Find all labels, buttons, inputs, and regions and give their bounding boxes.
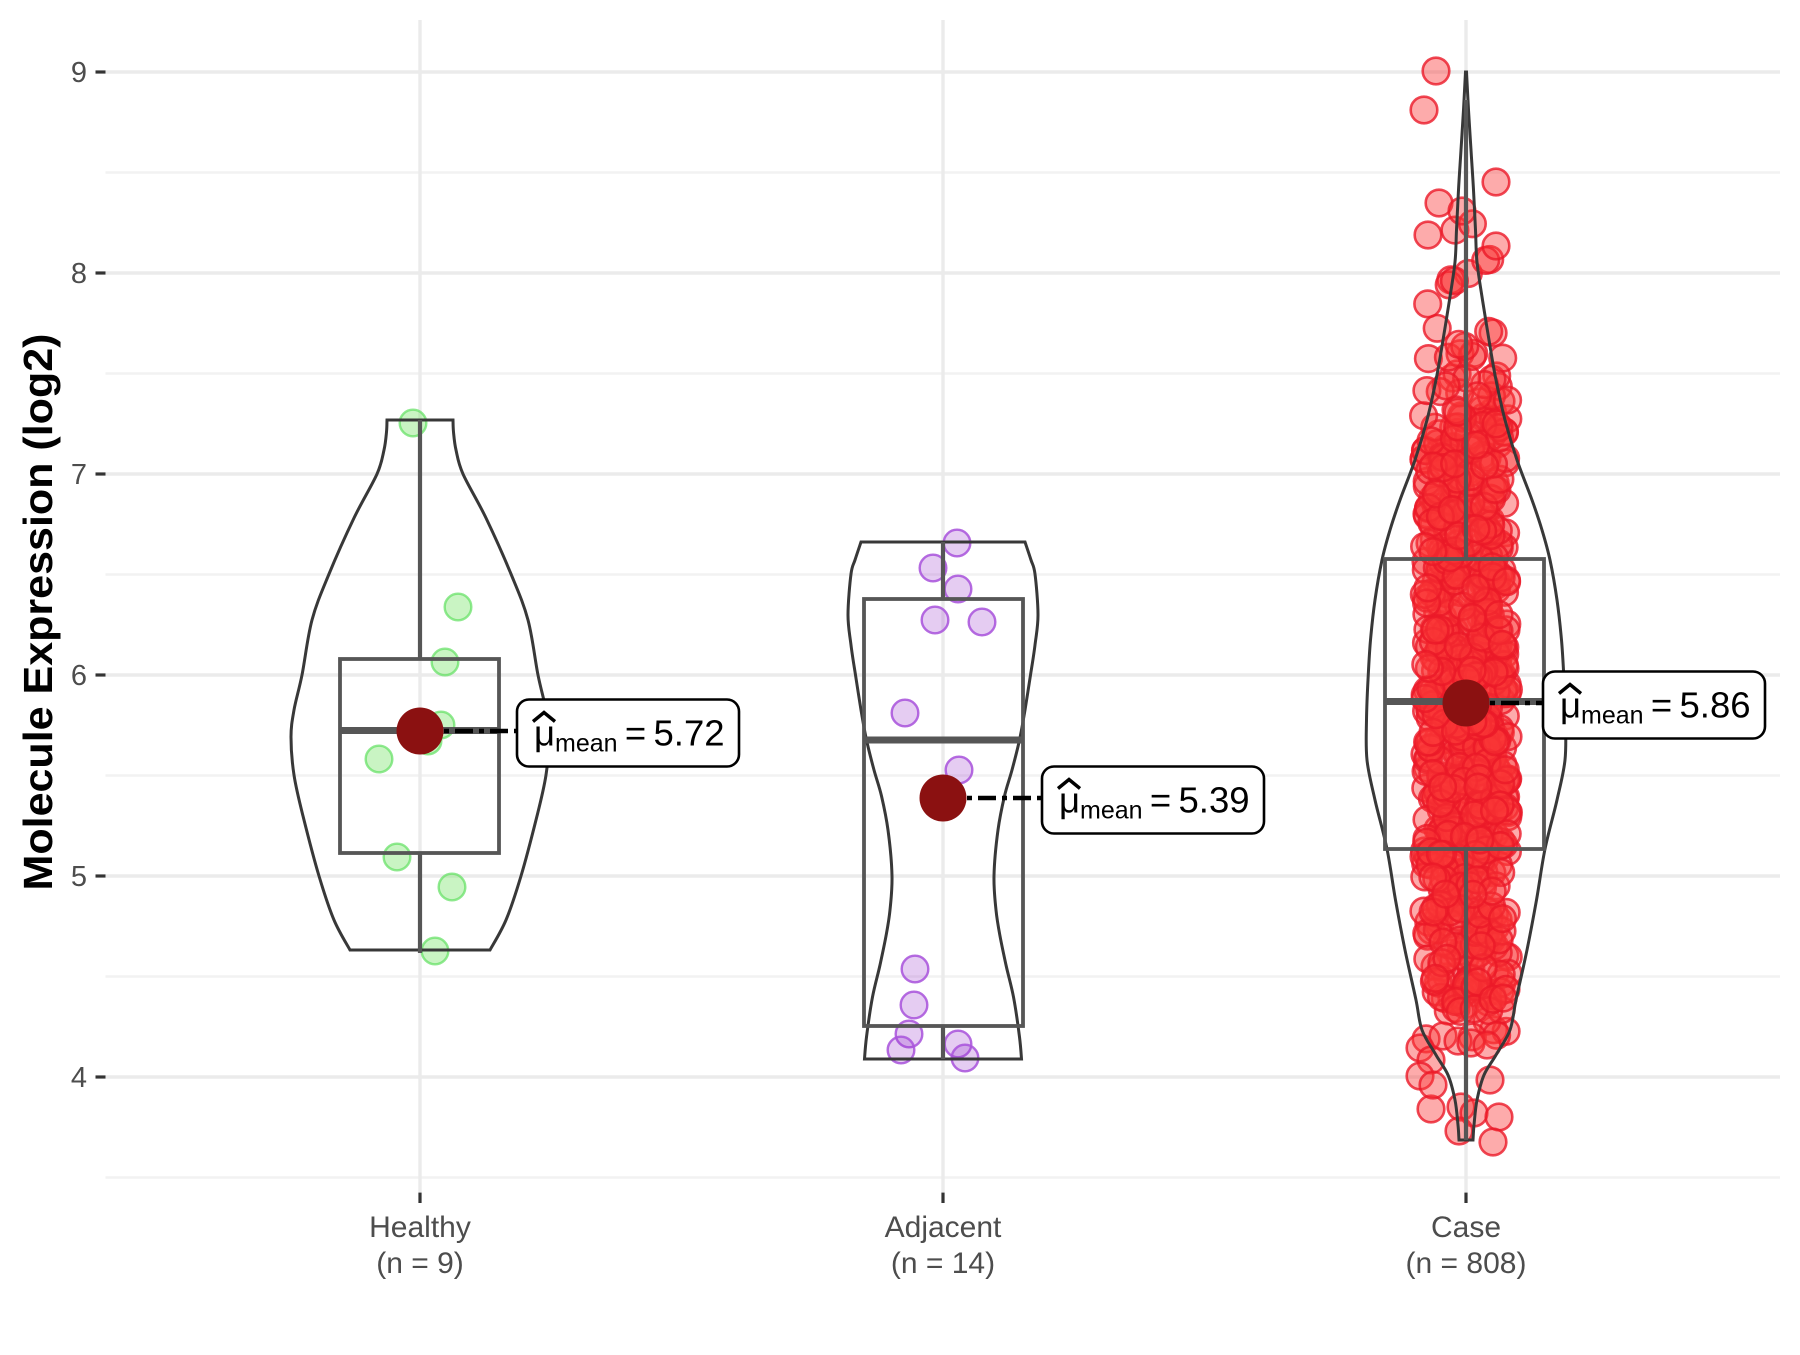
svg-text:(n = 9): (n = 9) (376, 1247, 464, 1280)
svg-text:7: 7 (71, 459, 87, 491)
svg-text:9: 9 (71, 57, 87, 89)
svg-text:Molecule Expression (log2): Molecule Expression (log2) (15, 334, 61, 891)
svg-text:8: 8 (71, 258, 87, 290)
svg-text:(n = 808): (n = 808) (1406, 1247, 1527, 1280)
svg-text:μmean = 5.72: μmean = 5.72 (534, 713, 725, 758)
svg-text:μmean = 5.39: μmean = 5.39 (1059, 780, 1250, 825)
svg-text:Healthy: Healthy (369, 1211, 471, 1244)
svg-text:(n = 14): (n = 14) (891, 1247, 995, 1280)
svg-text:4: 4 (71, 1062, 87, 1094)
svg-text:Adjacent: Adjacent (885, 1211, 1002, 1244)
svg-text:Case: Case (1431, 1211, 1501, 1244)
svg-text:5: 5 (71, 861, 87, 893)
svg-text:6: 6 (71, 660, 87, 692)
